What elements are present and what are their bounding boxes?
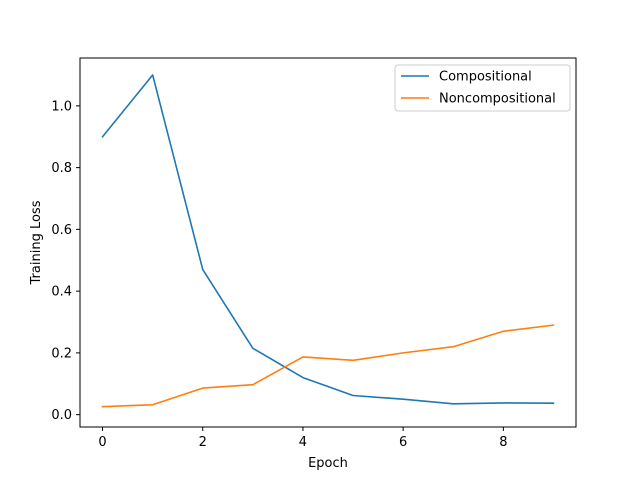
axes-frame — [79, 57, 577, 428]
y-tick-label: 0.4 — [51, 285, 72, 300]
series-line-compositional — [101, 74, 555, 405]
y-tick-label: 0.0 — [51, 408, 72, 423]
y-tick-label: 1.0 — [51, 99, 72, 114]
series-line-noncompositional — [101, 324, 555, 408]
x-tick-label: 0 — [98, 435, 106, 450]
legend: Compositional Noncompositional — [394, 64, 571, 112]
axes-layer: 0 2 4 6 8 0.0 0.2 0.4 0.6 0.8 1.0 — [51, 57, 577, 450]
legend-box — [394, 64, 571, 112]
x-axis-label: Epoch — [308, 456, 348, 471]
y-axis-label: Training Loss — [29, 200, 44, 285]
y-tick-label: 0.8 — [51, 161, 72, 176]
x-tick-label: 6 — [399, 435, 407, 450]
x-tick-label: 2 — [199, 435, 207, 450]
x-tick-label: 4 — [299, 435, 307, 450]
legend-label-compositional: Compositional — [439, 70, 532, 85]
plot-area — [80, 58, 576, 427]
series-layer — [101, 74, 555, 408]
y-tick-label: 0.2 — [51, 346, 72, 361]
x-tick-label: 8 — [499, 435, 507, 450]
y-tick-label: 0.6 — [51, 223, 72, 238]
legend-label-noncompositional: Noncompositional — [439, 92, 556, 107]
plot-background — [80, 58, 576, 427]
